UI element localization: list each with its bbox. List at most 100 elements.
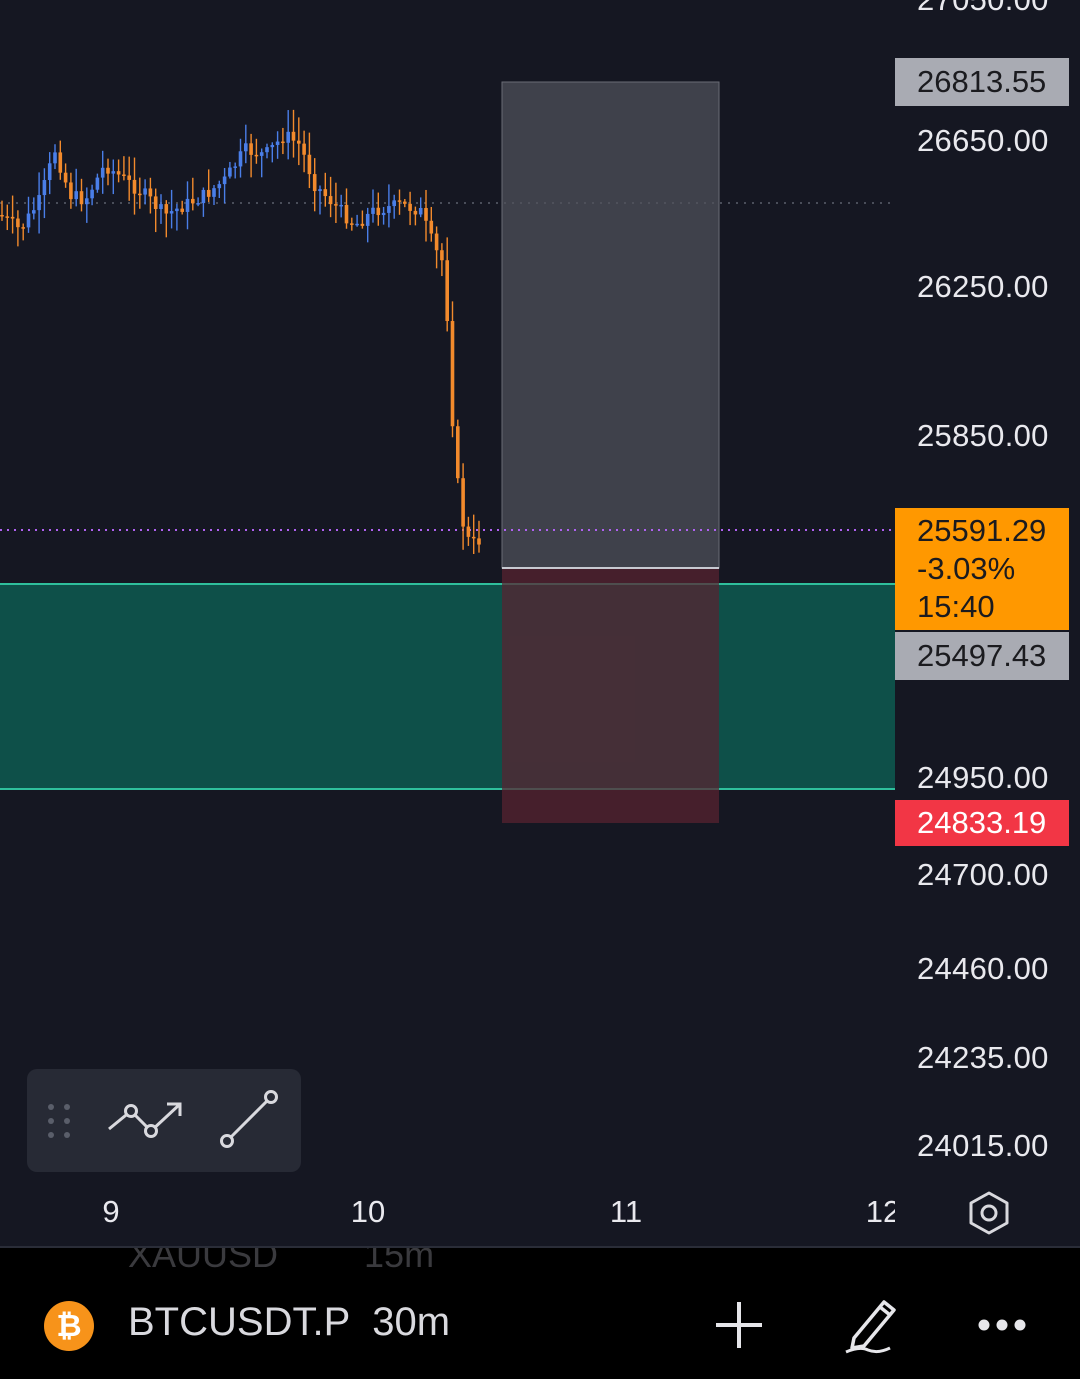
candle-body: [434, 233, 439, 251]
pen-icon: [845, 1300, 896, 1354]
candle-body: [185, 198, 190, 212]
price-label: 26650.00: [917, 123, 1049, 158]
bitcoin-icon: ₿: [44, 1301, 94, 1351]
candle-body: [37, 195, 41, 211]
candle-body: [180, 208, 184, 212]
bar-countdown: 15:40: [917, 589, 995, 624]
candle-body: [413, 210, 418, 215]
price-axis[interactable]: 27050.00 26650.00 26250.00 25850.00 2495…: [895, 0, 1080, 1190]
drawing-tools-button[interactable]: [840, 1292, 904, 1356]
more-options-button[interactable]: [970, 1292, 1034, 1356]
candle-body: [408, 203, 412, 211]
candlesticks: [0, 109, 481, 555]
time-label: 11: [609, 1194, 643, 1229]
candle-body: [143, 188, 147, 195]
candle-body: [450, 321, 455, 427]
time-label: 9: [102, 1194, 120, 1229]
candle-body: [350, 223, 354, 225]
candle-body: [58, 152, 63, 173]
polyline-arrow-icon[interactable]: [107, 1099, 183, 1141]
symbol-selector[interactable]: BTCUSDT.P 30m: [128, 1300, 450, 1345]
price-label: 27050.00: [917, 0, 1049, 18]
candle-body: [275, 141, 280, 145]
candle-body: [212, 188, 216, 197]
candle-body: [238, 151, 243, 167]
candle-body: [153, 196, 158, 210]
candle-body: [477, 538, 481, 545]
trend-line-icon[interactable]: [215, 1087, 281, 1153]
add-button[interactable]: [707, 1292, 771, 1356]
candle-body: [63, 172, 68, 183]
candle-body: [456, 426, 460, 479]
candle-body: [53, 152, 57, 164]
candle-body: [397, 200, 402, 202]
symbol-name[interactable]: BTCUSDT.P: [128, 1300, 351, 1344]
chart-settings-button[interactable]: [966, 1190, 1012, 1236]
candle-body: [344, 204, 349, 224]
candle-body: [387, 206, 391, 213]
candle-body: [5, 216, 10, 218]
price-label: 24015.00: [917, 1128, 1049, 1163]
candle-body: [302, 143, 306, 155]
last-price-value: 25591.29: [917, 513, 1047, 548]
candle-body: [286, 131, 290, 143]
candle-body: [233, 166, 237, 168]
candle-body: [318, 189, 322, 192]
candle-body: [360, 223, 365, 226]
candle-body: [334, 204, 338, 206]
candle-body: [429, 220, 434, 234]
drawing-toolbar[interactable]: [27, 1069, 301, 1172]
ghost-interval: 15m: [364, 1248, 435, 1275]
price-label: 25850.00: [917, 418, 1049, 453]
entry-price-badge: 25497.43: [895, 632, 1069, 680]
candle-body: [95, 177, 100, 190]
plus-icon: [716, 1302, 762, 1348]
candle-body: [381, 212, 386, 216]
candle-body: [0, 215, 4, 217]
time-axis[interactable]: 9 10 11 12: [0, 1190, 895, 1246]
candle-body: [206, 189, 211, 197]
candle-body: [26, 213, 31, 228]
candle-body: [116, 171, 121, 175]
candle-body: [424, 207, 428, 221]
candle-body: [191, 198, 195, 204]
candle-body: [392, 200, 396, 207]
candle-body: [69, 182, 73, 200]
price-label: 24700.00: [917, 857, 1049, 892]
chart-canvas[interactable]: [0, 0, 895, 1190]
stop-area-box: [502, 568, 719, 823]
time-label: 12: [865, 1194, 895, 1229]
candle-body: [196, 203, 200, 205]
change-percent: -3.03%: [917, 551, 1016, 586]
candle-body: [291, 131, 296, 141]
candle-body: [376, 207, 381, 216]
interval-selector[interactable]: 30m: [372, 1300, 451, 1344]
candle-body: [244, 143, 248, 152]
target-price-badge: 26813.55: [895, 58, 1069, 106]
candle-body: [323, 189, 328, 197]
time-label: 10: [350, 1194, 386, 1229]
target-area-box: [501, 81, 720, 569]
candle-body: [281, 141, 285, 144]
candle-body: [169, 211, 174, 214]
last-price-badge: 25591.29 -3.03% 15:40: [895, 508, 1069, 630]
candle-body: [228, 167, 232, 177]
candle-body: [355, 223, 359, 226]
candle-body: [111, 171, 116, 174]
candle-body: [100, 167, 105, 178]
candle-body: [132, 179, 137, 194]
candle-body: [270, 144, 275, 148]
candle-body: [265, 147, 269, 153]
candle-body: [440, 250, 444, 261]
more-icon: [978, 1319, 1026, 1331]
drag-handle-icon[interactable]: [45, 1101, 73, 1141]
candle-body: [127, 175, 131, 180]
stop-price-badge: 24833.19: [895, 800, 1069, 846]
price-label: 24950.00: [917, 760, 1049, 795]
price-chart[interactable]: [0, 0, 895, 1190]
candle-body: [445, 260, 449, 322]
candle-body: [201, 189, 206, 204]
candle-body: [138, 193, 142, 196]
candle-body: [85, 198, 89, 205]
ghost-symbol: XAUUSD: [128, 1248, 279, 1275]
